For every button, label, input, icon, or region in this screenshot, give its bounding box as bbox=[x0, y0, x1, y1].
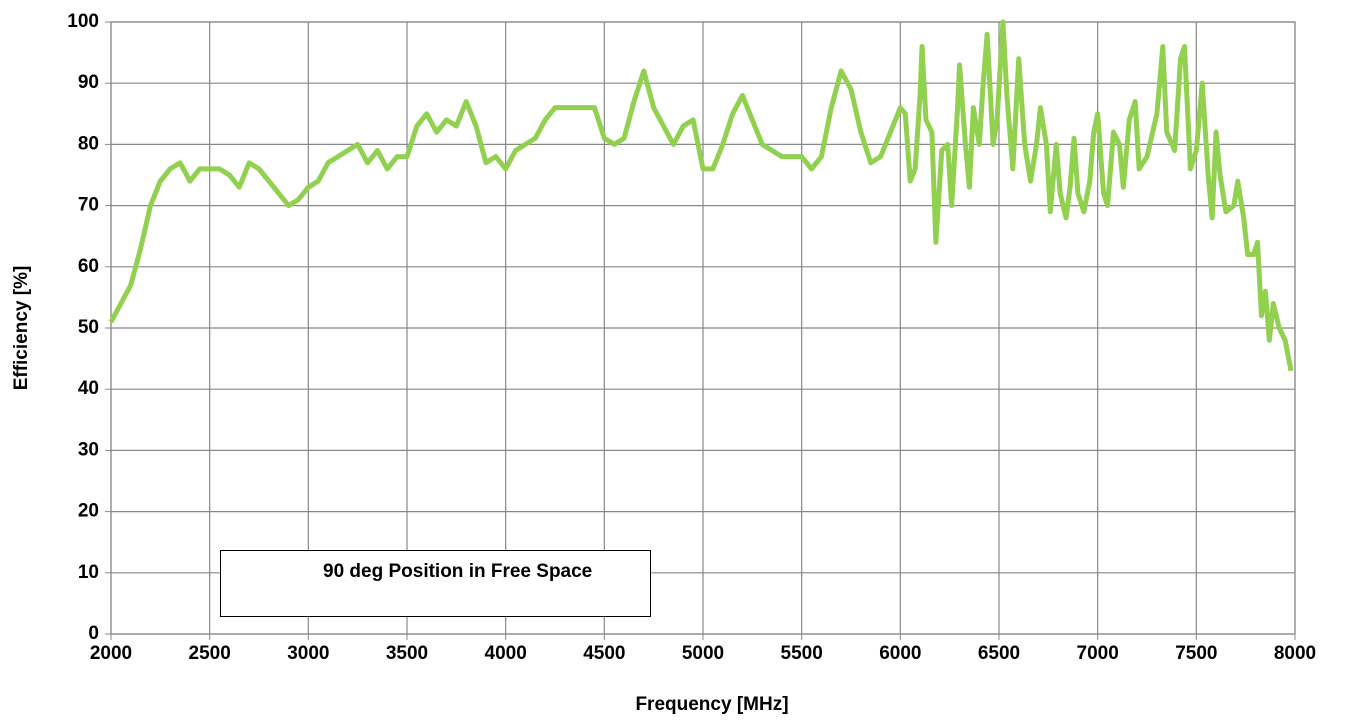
x-tick-label: 2500 bbox=[189, 643, 231, 664]
x-tick-label: 5000 bbox=[682, 643, 724, 664]
x-tick-label: 4000 bbox=[485, 643, 527, 664]
x-axis-label: Frequency [MHz] bbox=[635, 694, 788, 715]
x-tick-label: 5500 bbox=[781, 643, 823, 664]
y-tick-label: 80 bbox=[78, 133, 99, 154]
legend: 90 deg Position in Free Space bbox=[220, 550, 651, 617]
x-tick-label: 6000 bbox=[879, 643, 921, 664]
y-tick-label: 30 bbox=[78, 439, 99, 460]
y-tick-label: 20 bbox=[78, 501, 99, 522]
x-tick-label: 8000 bbox=[1274, 643, 1316, 664]
y-tick-label: 40 bbox=[78, 378, 99, 399]
y-tick-label: 90 bbox=[78, 72, 99, 93]
x-tick-label: 7000 bbox=[1077, 643, 1119, 664]
y-tick-label: 70 bbox=[78, 195, 99, 216]
y-tick-label: 50 bbox=[78, 317, 99, 338]
y-tick-label: 100 bbox=[67, 11, 99, 32]
data-line bbox=[108, 19, 1294, 372]
y-tick-label: 0 bbox=[88, 623, 99, 644]
y-tick-label: 60 bbox=[78, 256, 99, 277]
y-axis-label: Efficiency [%] bbox=[11, 266, 32, 391]
x-tick-label: 6500 bbox=[978, 643, 1020, 664]
legend-label: 90 deg Position in Free Space bbox=[323, 561, 593, 582]
y-tick-label: 10 bbox=[78, 562, 99, 583]
plot-frame bbox=[110, 21, 1296, 635]
x-tick-label: 3000 bbox=[287, 643, 329, 664]
x-tick-label: 2000 bbox=[90, 643, 132, 664]
x-tick-label: 4500 bbox=[583, 643, 625, 664]
x-tick-label: 3500 bbox=[386, 643, 428, 664]
x-tick-label: 7500 bbox=[1175, 643, 1217, 664]
